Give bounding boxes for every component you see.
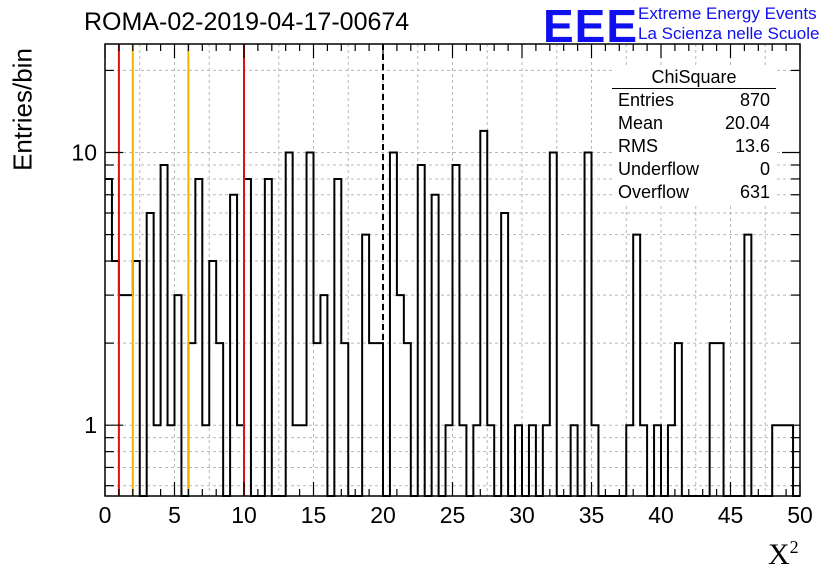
x-tick-label: 25	[440, 502, 466, 528]
histogram-bin	[119, 295, 126, 496]
x-tick-label: 0	[99, 502, 112, 528]
histogram-bin	[369, 343, 376, 496]
histogram-bin	[341, 343, 348, 496]
stats-label: Mean	[618, 113, 664, 133]
x-tick-label: 40	[648, 502, 674, 528]
x-axis-label: X2	[768, 537, 799, 572]
stats-value: 0	[759, 159, 770, 179]
x-tick-label: 50	[787, 502, 813, 528]
stats-label: Entries	[618, 90, 675, 110]
threshold-lines-layer	[117, 44, 384, 496]
x-axis-label-sup: 2	[789, 537, 799, 557]
histogram-bin	[216, 343, 223, 496]
eee-tagline-2: La Scienza nelle Scuole	[638, 24, 820, 43]
tick-labels-layer: 0 5 10 15 20 25 30 35 40 45 50 1 10	[71, 140, 812, 528]
histogram-bin	[550, 153, 557, 496]
x-tick-label: 30	[509, 502, 535, 528]
histogram-bin	[585, 153, 592, 496]
histogram-bin	[320, 295, 327, 496]
histogram-bin	[744, 235, 751, 496]
x-axis-label-text: X	[768, 538, 790, 571]
histogram-bin	[195, 179, 202, 496]
stats-label: Underflow	[618, 159, 700, 179]
eee-tagline-1: Extreme Energy Events	[638, 4, 817, 23]
x-tick-label: 35	[579, 502, 605, 528]
histogram-bin	[307, 153, 314, 496]
histogram-bin	[453, 165, 460, 496]
x-tick-label: 5	[168, 502, 181, 528]
stats-label: RMS	[618, 136, 658, 156]
histogram-bin	[133, 261, 140, 496]
stats-title: ChiSquare	[612, 66, 776, 89]
histogram-bin	[376, 343, 383, 496]
stats-row-mean: Mean 20.04	[612, 112, 776, 135]
histogram-bin	[501, 213, 508, 496]
axes-layer	[104, 43, 801, 497]
histogram-bin	[175, 295, 182, 496]
x-tick-label: 20	[370, 502, 396, 528]
histogram-series	[105, 129, 800, 497]
histogram-bin	[717, 343, 724, 496]
stats-value: 13.6	[734, 136, 770, 156]
histogram-bin	[404, 343, 411, 496]
histogram-bin	[480, 131, 487, 496]
stats-value: 870	[739, 90, 770, 110]
histogram-bin	[432, 195, 439, 496]
histogram-bin	[675, 343, 682, 496]
histogram-bin	[209, 261, 216, 496]
histogram-bin	[397, 295, 404, 496]
histogram-bin	[147, 213, 154, 496]
histogram-bin	[126, 295, 133, 496]
stats-row-underflow: Underflow 0	[612, 158, 776, 181]
eee-logo: EEE	[543, 0, 639, 52]
histogram-bin	[362, 235, 369, 496]
x-tick-label: 45	[718, 502, 744, 528]
histogram-bin	[112, 261, 119, 496]
histogram-bin	[314, 343, 321, 496]
histogram-bin	[265, 179, 272, 496]
stats-row-rms: RMS 13.6	[612, 135, 776, 158]
stats-value: 20.04	[724, 113, 770, 133]
run-title: ROMA-02-2019-04-17-00674	[84, 8, 410, 36]
stats-label: Overflow	[618, 182, 690, 202]
histogram-bin	[244, 179, 251, 496]
histogram-bin	[390, 153, 397, 496]
histogram-layer	[105, 129, 800, 497]
y-tick-label: 10	[71, 140, 97, 166]
x-tick-label: 10	[231, 502, 257, 528]
stats-value: 631	[739, 182, 770, 202]
histogram-bin	[334, 179, 341, 496]
histogram-bin	[418, 165, 425, 496]
histogram-bin	[286, 153, 293, 496]
x-tick-label: 15	[301, 502, 327, 528]
histogram-bin	[633, 235, 640, 496]
stats-row-overflow: Overflow 631	[612, 181, 776, 204]
y-tick-label: 1	[84, 412, 97, 438]
histogram-bin	[710, 343, 717, 496]
stats-box: ChiSquare Entries 870 Mean 20.04 RMS 13.…	[612, 66, 776, 204]
stats-row-entries: Entries 870	[612, 89, 776, 112]
histogram-bin	[230, 195, 237, 496]
histogram-bin	[105, 179, 112, 496]
histogram-bin	[188, 343, 195, 496]
histogram-bin	[161, 165, 168, 496]
